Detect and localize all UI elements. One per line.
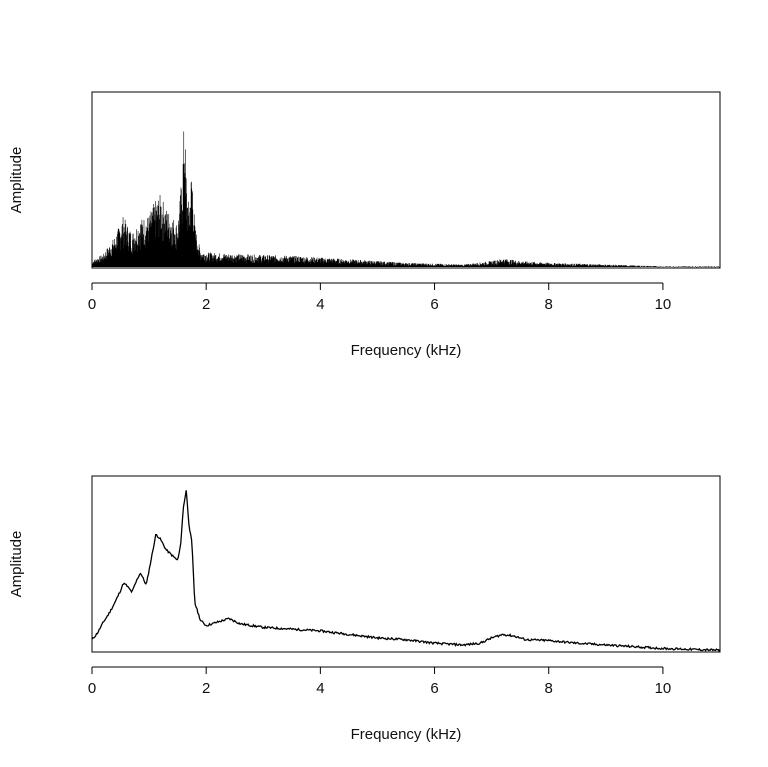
chart-panel-top: 0 2 4 6 8 10 Frequency (kHz) Amplitude bbox=[8, 91, 721, 359]
x-tick-label: 4 bbox=[316, 296, 324, 313]
x-axis: 0 2 4 6 8 10 bbox=[88, 666, 671, 697]
x-axis-label: Frequency (kHz) bbox=[351, 726, 462, 743]
smoothed-series bbox=[91, 490, 721, 653]
x-axis: 0 2 4 6 8 10 bbox=[88, 282, 671, 313]
x-tick-label: 0 bbox=[88, 296, 96, 313]
x-tick-label: 8 bbox=[545, 680, 553, 697]
x-tick-label: 10 bbox=[655, 296, 672, 313]
plot-frame bbox=[91, 475, 721, 653]
x-axis-label: Frequency (kHz) bbox=[351, 342, 462, 359]
spectrum-series bbox=[91, 131, 721, 268]
series-line bbox=[91, 131, 721, 268]
x-tick-label: 4 bbox=[316, 680, 324, 697]
y-axis-label: Amplitude bbox=[8, 147, 25, 214]
x-tick-label: 2 bbox=[202, 296, 210, 313]
x-tick-label: 8 bbox=[545, 296, 553, 313]
x-tick-label: 0 bbox=[88, 680, 96, 697]
chart-panel-bottom: 0 2 4 6 8 10 Frequency (kHz) Amplitude bbox=[8, 475, 721, 743]
x-ticks: 0 2 4 6 8 10 bbox=[88, 667, 671, 697]
x-tick-label: 2 bbox=[202, 680, 210, 697]
x-ticks: 0 2 4 6 8 10 bbox=[88, 283, 671, 313]
plot-frame bbox=[91, 91, 721, 269]
series-line bbox=[91, 490, 721, 653]
x-tick-label: 10 bbox=[655, 680, 672, 697]
x-tick-label: 6 bbox=[430, 680, 438, 697]
x-tick-label: 6 bbox=[430, 296, 438, 313]
y-axis-label: Amplitude bbox=[8, 531, 25, 598]
